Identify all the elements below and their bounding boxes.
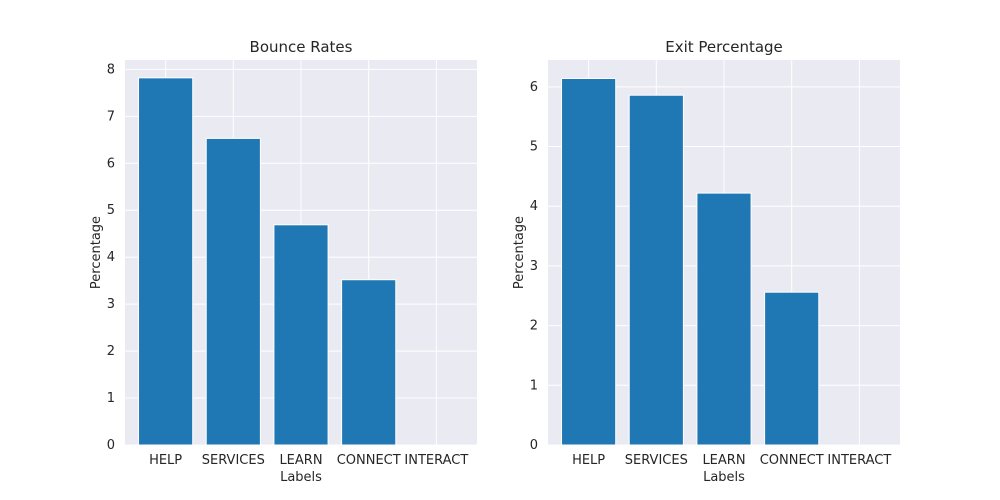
bar-services: [628, 94, 684, 446]
y-tick-label: 5: [107, 203, 115, 218]
x-axis-title: Labels: [703, 470, 745, 485]
x-tick-label: HELP: [149, 453, 182, 468]
y-tick-label: 7: [107, 109, 115, 124]
x-tick-label: CONNECT: [760, 453, 824, 468]
bar-help: [138, 77, 194, 446]
x-tick-label: SERVICES: [625, 453, 688, 468]
y-tick-label: 2: [530, 319, 538, 334]
x-tick-label: CONNECT: [337, 453, 401, 468]
x-axis-title: Labels: [280, 470, 322, 485]
chart-title: Exit Percentage: [665, 38, 783, 56]
y-tick-label: 5: [530, 140, 538, 155]
bar-learn: [696, 192, 752, 446]
bar-learn: [273, 224, 329, 446]
y-tick-label: 1: [530, 378, 538, 393]
x-tick-label: LEARN: [279, 453, 322, 468]
y-tick-label: 0: [107, 438, 115, 453]
y-tick-label: 6: [107, 156, 115, 171]
y-tick-label: 8: [107, 62, 115, 77]
chart-title: Bounce Rates: [250, 38, 353, 56]
bar-help: [561, 78, 617, 446]
chart-bounce-rates: 0 1 2 3 4 5 6 7 8 HELP SERVICES LEARN CONNECT INTERAC…: [89, 38, 477, 485]
y-tick-label: 1: [107, 391, 115, 406]
y-tick-label: 4: [107, 250, 115, 265]
bar-services: [205, 137, 261, 446]
x-tick-label: SERVICES: [202, 453, 265, 468]
x-tick-label: LEARN: [702, 453, 745, 468]
x-tick-label: INTERACT: [827, 453, 891, 468]
x-tick-label: INTERACT: [404, 453, 468, 468]
bar-connect: [341, 279, 397, 446]
y-axis-title: Percentage: [512, 216, 527, 289]
x-tick-label: HELP: [572, 453, 605, 468]
y-tick-label: 6: [530, 80, 538, 95]
bar-connect: [764, 291, 820, 446]
y-tick-label: 4: [530, 199, 538, 214]
y-tick-label: 2: [107, 344, 115, 359]
y-axis-title: Percentage: [89, 216, 104, 289]
y-tick-label: 3: [530, 259, 538, 274]
chart-exit-percentage: 0 1 2 3 4 5 6 HELP SERVICES LEARN CONNECT INTERACT E…: [512, 38, 900, 485]
y-tick-label: 3: [107, 297, 115, 312]
y-tick-label: 0: [530, 438, 538, 453]
